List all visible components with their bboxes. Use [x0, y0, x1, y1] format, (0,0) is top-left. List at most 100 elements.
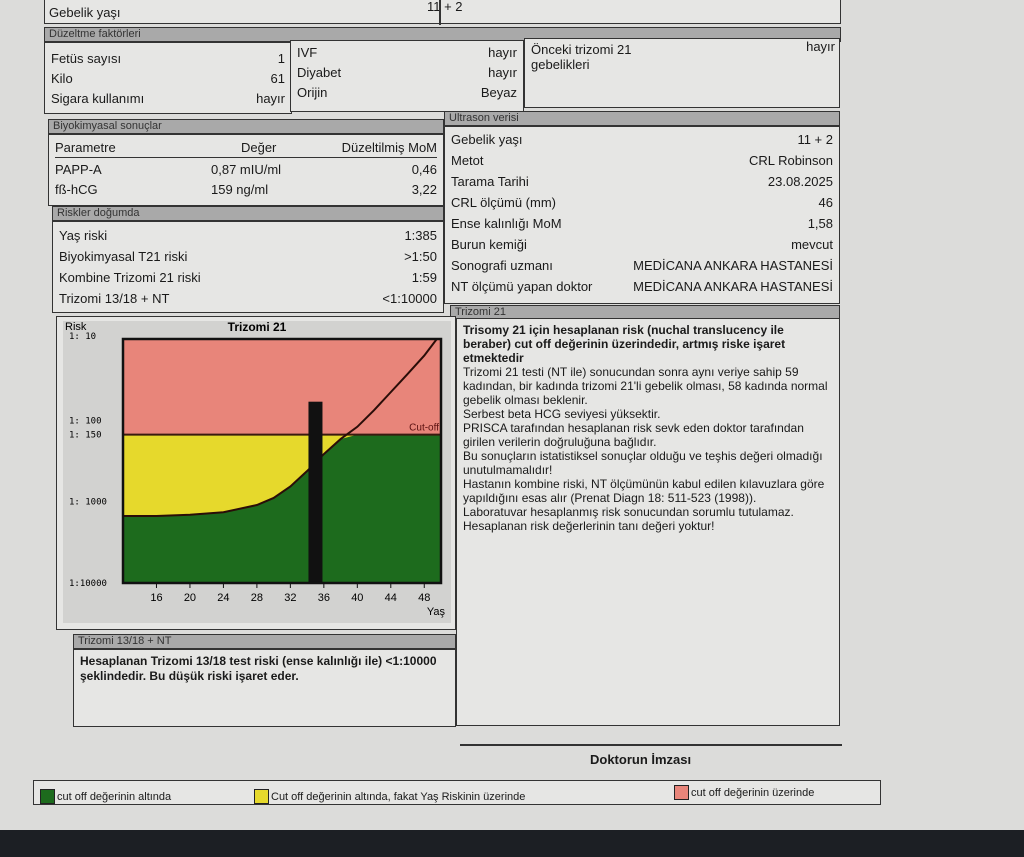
- col-header: Değer: [240, 140, 277, 155]
- value: 1: [277, 51, 285, 66]
- legend-item: Cut off değerinin altında, fakat Yaş Ris…: [254, 789, 525, 804]
- value: CRL Robinson: [748, 153, 833, 168]
- factors-col3: Önceki trizomi 21 gebelikleri hayır: [524, 38, 840, 108]
- ultrasound-row: Metot CRL Robinson: [451, 151, 833, 170]
- value: mevcut: [791, 237, 833, 252]
- value: 46: [818, 195, 833, 210]
- factors-col1: Fetüs sayısı 1 Kilo 61 Sigara kullanımı hay…: [44, 42, 292, 114]
- label: IVF: [297, 45, 318, 60]
- value: <1:10000: [382, 291, 437, 306]
- ultrasound-row: CRL ölçümü (mm) 46: [451, 193, 833, 212]
- value: hayır: [256, 91, 285, 106]
- table-header: Parametre Değer Düzeltilmiş MoM: [55, 138, 437, 158]
- zone-below-curve: [123, 434, 441, 583]
- label: Trizomi 13/18 + NT: [59, 291, 170, 306]
- cell: 0,87 mIU/ml: [211, 162, 282, 177]
- value: hayır: [806, 39, 835, 54]
- label: Diyabet: [297, 65, 342, 80]
- col-header: Düzeltilmiş MoM: [341, 140, 437, 155]
- ultrasound-row: Tarama Tarihi 23.08.2025: [451, 172, 833, 191]
- label: Gebelik yaşı: [49, 5, 121, 20]
- value: Beyaz: [480, 85, 517, 100]
- label: Sonografi uzmanı: [451, 258, 553, 273]
- factors-col2: IVF hayır Diyabet hayır Orijin Beyaz: [290, 40, 524, 112]
- t21-text-panel: Trisomy 21 için hesaplanan risk (nuchal …: [456, 318, 840, 726]
- value: 1:385: [404, 228, 437, 243]
- green-swatch: [40, 789, 55, 804]
- value: 1,58: [807, 216, 833, 231]
- table-row: fß-hCG 159 ng/ml 3,22: [55, 180, 437, 199]
- label: NT ölçümü yapan doktor: [451, 279, 593, 294]
- signature-label: Doktorun İmzası: [590, 752, 692, 767]
- risks-header: Riskler doğumda: [52, 206, 444, 221]
- legend-label: cut off değerinin altında: [57, 790, 172, 803]
- y-tick-label: 1: 100: [69, 416, 102, 426]
- ultrasound-row: Burun kemiği mevcut: [451, 235, 833, 254]
- label: Orijin: [297, 85, 328, 100]
- cutoff-label: Cut-off: [409, 423, 439, 434]
- t21-paragraph: Laboratuvar hesaplanmış risk sonucundan …: [463, 505, 794, 533]
- t21-paragraph: Hastanın kombine riski, NT ölçümünün kab…: [463, 477, 825, 505]
- label: Sigara kullanımı: [51, 91, 145, 106]
- value: >1:50: [404, 249, 437, 264]
- ultrasound-row: Ense kalınlığı MoM 1,58: [451, 214, 833, 233]
- t21-paragraph: Trizomi 21 testi (NT ile) sonucundan son…: [463, 365, 828, 407]
- x-axis-label: Yaş: [427, 606, 446, 618]
- x-tick-label: 16: [150, 592, 162, 604]
- y-tick-label: 1:10000: [69, 579, 107, 589]
- value: 23.08.2025: [767, 174, 833, 189]
- risk-chart: Cut-off Trizomi 21 Risk Yaş 1: 10 1: 100 1: 15…: [63, 320, 451, 623]
- legend-item: cut off değerinin üzerinde: [674, 785, 814, 800]
- t1318-text: Hesaplanan Trizomi 13/18 test riski (ens…: [80, 654, 437, 683]
- legend-label: cut off değerinin üzerinde: [691, 786, 815, 799]
- t1318-panel: Hesaplanan Trizomi 13/18 test riski (ens…: [73, 649, 456, 727]
- cell: 159 ng/ml: [211, 182, 269, 197]
- label: Yaş riski: [59, 228, 108, 243]
- risks-table: Yaş riski 1:385 Biyokimyasal T21 riski >1:…: [52, 221, 444, 313]
- gestational-age-row: Gebelik yaşı 11 + 2: [44, 0, 841, 25]
- chart-panel: Cut-off Trizomi 21 Risk Yaş 1: 10 1: 100 1: 15…: [56, 316, 456, 630]
- value: 11 + 2: [427, 0, 463, 14]
- label: Gebelik yaşı: [451, 132, 523, 147]
- y-tick-label: 1: 150: [69, 431, 102, 441]
- cell: 3,22: [411, 182, 437, 197]
- biochem-header: Biyokimyasal sonuçlar: [48, 119, 444, 134]
- value: MEDİCANA ANKARA HASTANESİ: [633, 279, 833, 294]
- t21-paragraph: Bu sonuçların istatistiksel sonuçlar old…: [463, 449, 823, 477]
- value: 61: [270, 71, 285, 86]
- plot-frame: [121, 337, 443, 585]
- label: Kilo: [51, 71, 73, 86]
- x-tick-label: 20: [184, 592, 196, 604]
- ultrasound-header: Ultrason verisi: [444, 111, 840, 126]
- t21-headline: Trisomy 21 için hesaplanan risk (nuchal …: [463, 323, 786, 365]
- legend-item: cut off değerinin altında: [40, 789, 171, 804]
- col-header: Parametre: [55, 140, 116, 155]
- red-swatch: [674, 785, 689, 800]
- value: 1:59: [411, 270, 437, 285]
- legend: cut off değerinin altında Cut off değeri…: [33, 780, 881, 805]
- y-tick-label: 1: 1000: [69, 498, 107, 508]
- y-tick-label: 1: 10: [69, 332, 96, 342]
- t21-header: Trizomi 21: [450, 305, 840, 319]
- t21-paragraph: Serbest beta HCG seviyesi yüksektir.: [463, 407, 661, 421]
- x-tick-label: 28: [251, 592, 263, 604]
- chart-title: Trizomi 21: [228, 320, 287, 334]
- x-tick-label: 36: [318, 592, 330, 604]
- label: Burun kemiği: [451, 237, 527, 252]
- table-row: PAPP-A 0,87 mIU/ml 0,46: [55, 160, 437, 179]
- label: Önceki trizomi 21 gebelikleri: [531, 42, 632, 72]
- t21-paragraph: PRISCA tarafından hesaplanan risk sevk e…: [463, 421, 804, 449]
- ultrasound-table: Gebelik yaşı 11 + 2 Metot CRL Robinson Taram…: [444, 126, 840, 304]
- label: Kombine Trizomi 21 riski: [59, 270, 201, 285]
- label: Metot: [451, 153, 484, 168]
- label: Ense kalınlığı MoM: [451, 216, 562, 231]
- label: Biyokimyasal T21 riski: [59, 249, 188, 264]
- label: CRL ölçümü (mm): [451, 195, 556, 210]
- biochem-table: Parametre Değer Düzeltilmiş MoM PAPP-A 0,87…: [48, 134, 444, 206]
- signature-line: [460, 744, 842, 746]
- monitor-bezel: [0, 830, 1024, 857]
- x-tick-label: 24: [217, 592, 229, 604]
- t1318-header: Trizomi 13/18 + NT: [73, 634, 456, 649]
- ultrasound-row: NT ölçümü yapan doktor MEDİCANA ANKARA HA…: [451, 277, 833, 296]
- yellow-swatch: [254, 789, 269, 804]
